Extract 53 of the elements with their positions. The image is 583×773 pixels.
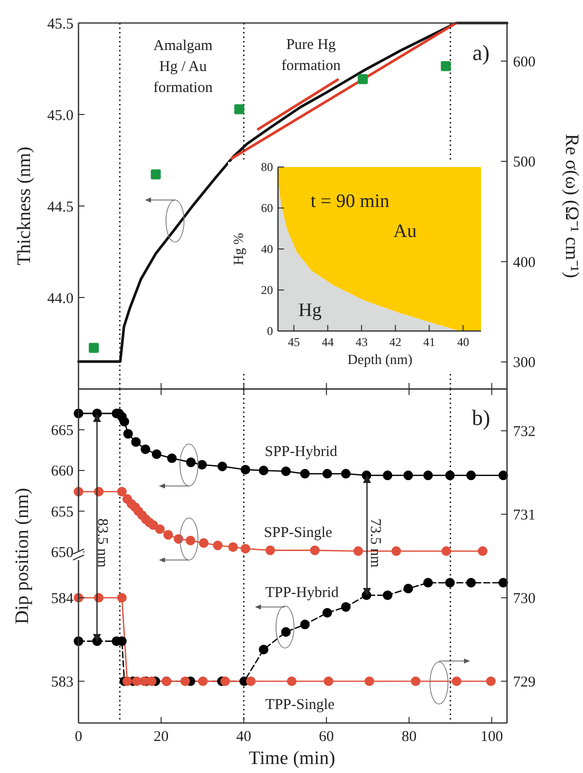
y-tick-label: 40: [261, 242, 273, 256]
y2-tick-label: 731: [513, 508, 536, 524]
x-tick-label: 43: [356, 335, 368, 349]
x-tick-label: 80: [402, 729, 417, 745]
y-tick-label: 583: [51, 674, 74, 690]
y2-tick-label: 400: [513, 254, 536, 271]
y2-tick-label: 732: [513, 424, 536, 440]
y-tick-label: 44.0: [47, 290, 74, 307]
annotation: a): [472, 40, 490, 65]
x-tick-label: 41: [423, 335, 436, 349]
annotation: 83.5 nm: [94, 518, 110, 568]
y-axis-title: Dip position (nm): [12, 488, 33, 624]
y-tick-label: 660: [51, 464, 74, 480]
annotation: 73.5 nm: [366, 518, 383, 568]
y-tick-label: 650: [51, 545, 74, 562]
x-tick-label: 44: [322, 335, 334, 349]
series-label: SPP-Hybrid: [264, 444, 338, 460]
annotation: Pure Hg formation: [281, 37, 342, 74]
annotation: Amalgam Hg / Au formation: [153, 38, 214, 96]
x-tick-label: 42: [389, 335, 402, 349]
y-tick-label: 45.5: [47, 16, 74, 32]
series-label: Au: [393, 221, 418, 242]
y2-tick-label: 729: [513, 674, 536, 690]
annotation: b): [472, 405, 490, 430]
x-tick-label: 60: [318, 729, 334, 745]
y-tick-label: 655: [51, 504, 74, 520]
y-tick-label: 584: [51, 591, 74, 607]
y2-tick-label: 300: [513, 355, 536, 372]
y-tick-label: 45.0: [47, 108, 74, 124]
y-tick-label: 44.5: [47, 199, 74, 216]
y-axis-title: Thickness (nm): [14, 146, 35, 266]
annotation: t = 90 min: [310, 191, 390, 212]
x-tick-label: 45: [288, 335, 300, 349]
x-axis-title: Depth (nm): [348, 353, 413, 368]
series-label: TPP-Single: [265, 697, 335, 713]
x-tick-label: 40: [236, 729, 252, 745]
y2-tick-label: 600: [513, 54, 536, 70]
y-tick-label: 60: [261, 201, 273, 216]
y2-tick-label: 500: [513, 154, 536, 171]
y-tick-label: 80: [261, 160, 273, 174]
x-tick-label: 100: [480, 729, 503, 745]
series-label: Hg: [298, 300, 322, 321]
y2-tick-label: 730: [513, 591, 536, 607]
y-axis-title: Hg %: [232, 232, 247, 266]
y2-axis-title: Re σ(ω) (Ω⁻¹ cm⁻¹): [561, 134, 582, 278]
x-tick-label: 20: [154, 729, 169, 745]
y-tick-label: 665: [51, 422, 74, 439]
x-axis-title: Time (min): [248, 748, 336, 769]
y-tick-label: 20: [261, 283, 273, 298]
x-tick-label: 40: [457, 335, 470, 349]
series-label: TPP-Hybrid: [265, 585, 340, 601]
y-tick-label: 0: [267, 324, 273, 338]
series-label: SPP-Single: [264, 525, 333, 541]
